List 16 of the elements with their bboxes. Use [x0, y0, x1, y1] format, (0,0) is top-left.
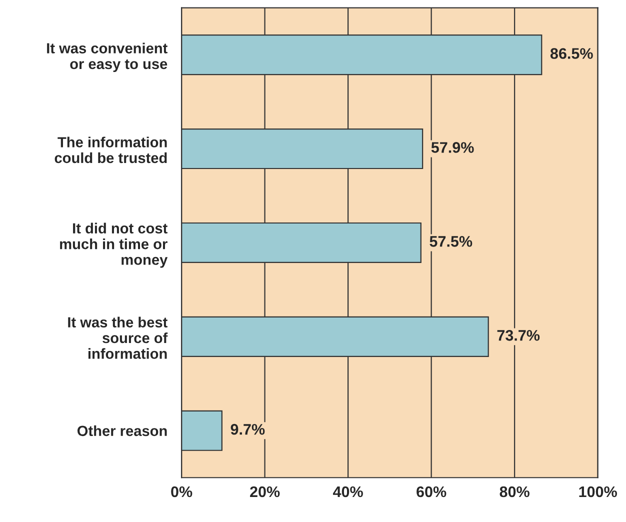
y-tick-label: The information could be trusted — [54, 136, 167, 164]
x-tick-label: 100% — [579, 486, 617, 498]
y-tick-label: It did not cost much in time or money — [60, 222, 168, 268]
data-label: 57.5% — [430, 236, 472, 247]
x-tick-label: 0% — [171, 486, 192, 498]
data-label: 86.5% — [550, 48, 593, 59]
y-tick-label: It was the best source of information — [68, 316, 168, 359]
x-tick-label: 20% — [250, 486, 280, 498]
x-tick-label: 80% — [500, 486, 530, 498]
data-label: 57.9% — [431, 142, 474, 153]
data-label: 9.7% — [230, 424, 265, 435]
x-tick-label: 60% — [416, 486, 446, 498]
data-label: 73.7% — [497, 330, 540, 341]
y-tick-label: Other reason — [77, 425, 167, 436]
y-tick-label: It was convenient or easy to use — [47, 42, 168, 72]
x-tick-label: 40% — [333, 486, 363, 498]
